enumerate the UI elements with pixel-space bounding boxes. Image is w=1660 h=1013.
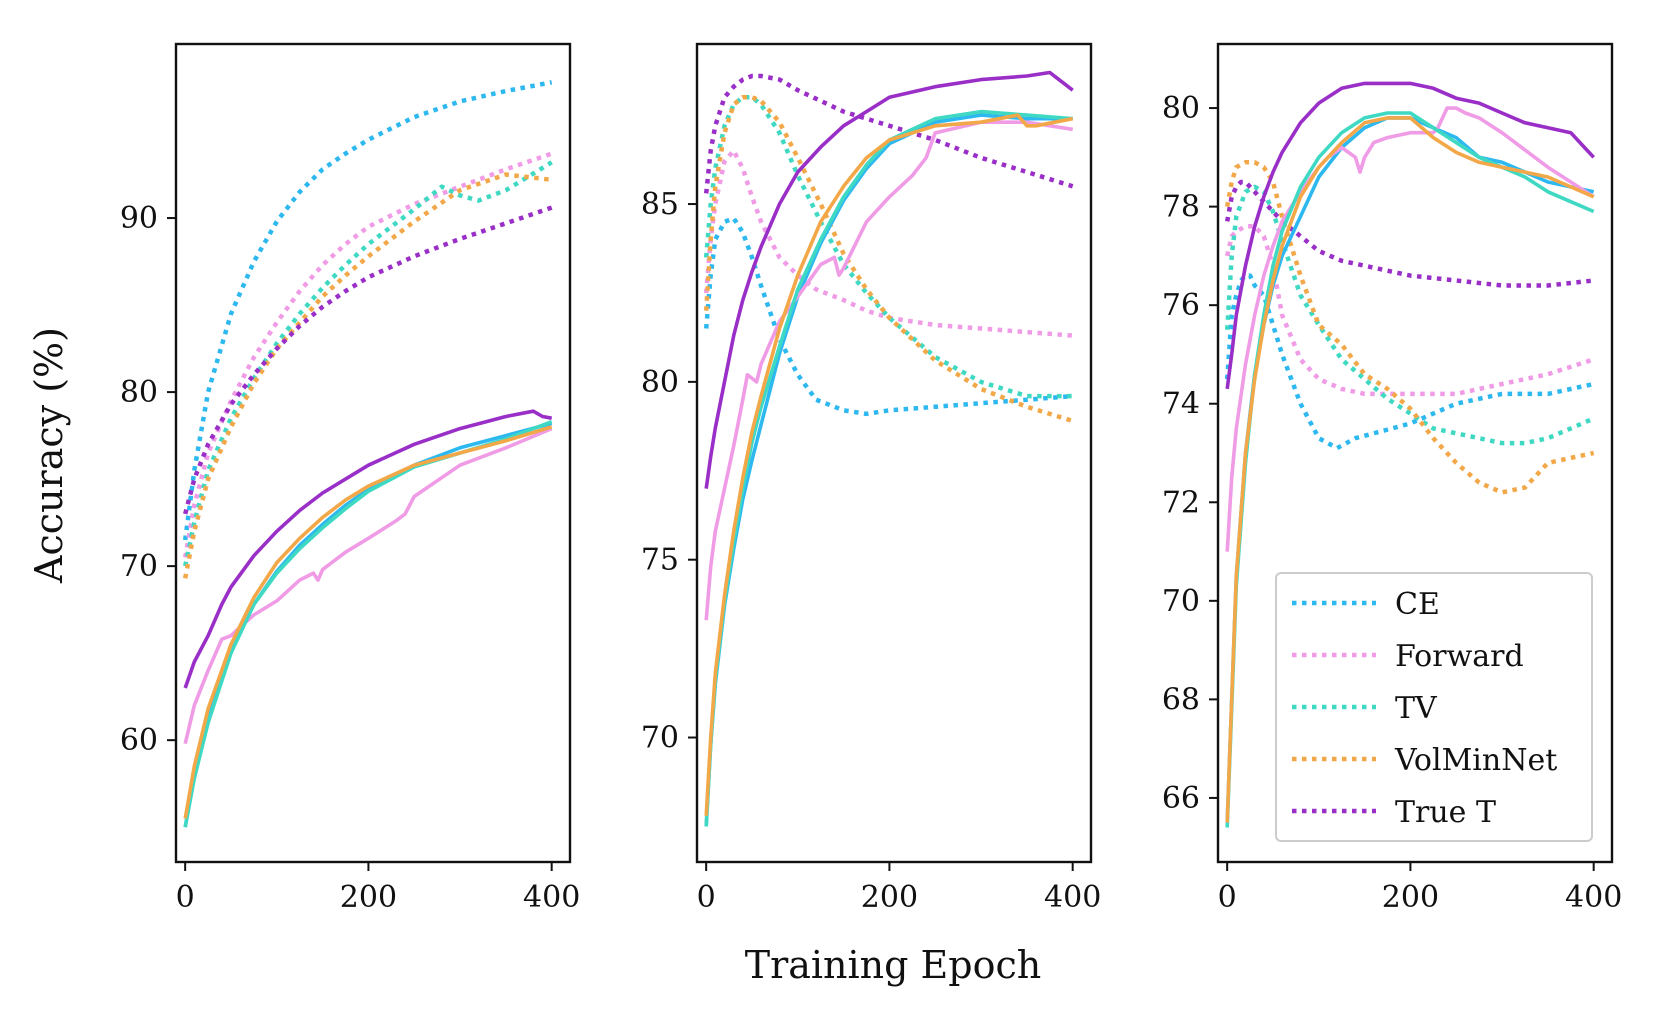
x-tick-label: 400 <box>523 880 580 915</box>
y-tick-label: 66 <box>1162 781 1200 816</box>
legend-label-forward: Forward <box>1395 639 1524 674</box>
series-line-volminnet-solid <box>183 425 553 819</box>
legend-label-volminnet: VolMinNet <box>1394 743 1557 778</box>
legend-entry-volminnet: VolMinNet <box>1292 743 1557 778</box>
series-line-ce-dotted <box>1224 273 1595 451</box>
y-tick-label: 68 <box>1162 682 1200 717</box>
y-axis-label: Accuracy (%) <box>27 327 71 584</box>
y-tick-label: 70 <box>120 549 158 584</box>
x-tick-label: 400 <box>1565 880 1622 915</box>
x-tick-label: 0 <box>697 880 716 915</box>
legend-entry-ce: CE <box>1292 587 1440 622</box>
x-tick-label: 200 <box>861 880 918 915</box>
axes-frame <box>174 42 572 864</box>
y-tick-label: 74 <box>1162 387 1200 422</box>
legend-frame <box>1275 572 1593 842</box>
panel-2-series <box>703 70 1074 827</box>
series-line-ce-dotted <box>182 80 553 541</box>
series-line-truet-dotted <box>703 73 1074 194</box>
series-line-volminnet-dotted <box>703 95 1074 424</box>
panel-3: 0 200 400 66 68 70 72 74 76 78 80 <box>1162 42 1622 915</box>
y-tick-label: 70 <box>1162 584 1200 619</box>
y-tick-label: 85 <box>641 187 679 222</box>
legend-entry-forward: Forward <box>1292 639 1524 674</box>
y-tick-label: 80 <box>120 375 158 410</box>
legend-label-ce: CE <box>1395 587 1440 622</box>
series-line-truet-solid <box>1225 81 1596 390</box>
series-line-forward-solid <box>183 426 553 745</box>
x-tick-label: 200 <box>340 880 397 915</box>
legend-entry-truet: True T <box>1292 795 1496 830</box>
y-tick-label: 80 <box>1162 91 1200 126</box>
series-line-tv-dotted <box>182 160 553 567</box>
series-line-forward-solid <box>704 120 1073 621</box>
series-line-truet-solid <box>704 70 1074 489</box>
legend-entry-tv: TV <box>1292 691 1438 726</box>
series-line-volminnet-solid <box>1225 116 1595 823</box>
y-tick-label: 78 <box>1162 190 1200 225</box>
x-tick-label: 0 <box>176 880 195 915</box>
panel-1-series <box>182 80 553 828</box>
series-line-volminnet-dotted <box>1224 160 1595 495</box>
x-tick-label: 200 <box>1382 880 1439 915</box>
legend: CE Forward TV VolMinNet True T <box>1275 572 1593 842</box>
x-tick-label: 400 <box>1044 880 1101 915</box>
y-tick-label: 80 <box>641 365 679 400</box>
panel-2: 0 200 400 70 75 80 85 <box>641 42 1101 915</box>
series-line-volminnet-dotted <box>182 172 552 579</box>
axes-frame <box>695 42 1093 864</box>
y-tick-label: 72 <box>1162 485 1200 520</box>
legend-label-tv: TV <box>1395 691 1438 726</box>
panel-3-series <box>1224 81 1596 828</box>
series-line-volminnet-solid <box>704 113 1074 816</box>
axes-frame <box>1216 42 1614 864</box>
y-tick-label: 60 <box>120 723 158 758</box>
series-line-forward-dotted <box>1225 224 1595 397</box>
x-tick-label: 0 <box>1218 880 1237 915</box>
y-tick-label: 90 <box>120 201 158 236</box>
x-axis-label: Training Epoch <box>745 943 1042 987</box>
series-line-truet-dotted <box>183 205 553 515</box>
legend-label-truet: True T <box>1395 795 1496 830</box>
series-line-forward-solid <box>1225 106 1595 552</box>
series-line-tv-dotted <box>1224 184 1595 446</box>
y-tick-label: 70 <box>641 721 679 756</box>
panel-1: 0 200 400 60 70 80 90 <box>120 42 580 915</box>
y-tick-label: 76 <box>1162 288 1200 323</box>
y-tick-label: 75 <box>641 543 679 578</box>
series-line-truet-dotted <box>1224 179 1594 288</box>
series-line-truet-solid <box>183 409 553 689</box>
series-line-forward-dotted <box>182 151 553 558</box>
